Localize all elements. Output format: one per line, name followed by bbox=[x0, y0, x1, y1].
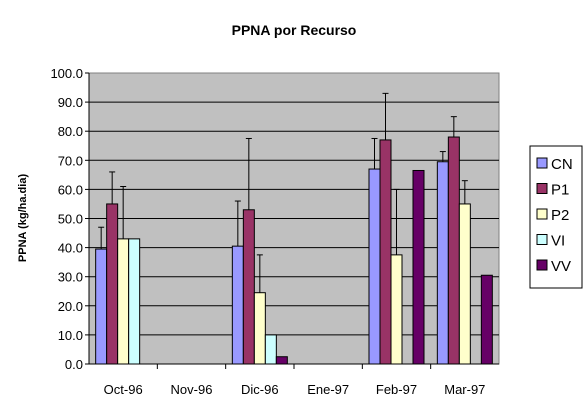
bar-vi-oct-96 bbox=[128, 238, 141, 365]
gridlines bbox=[89, 101, 499, 336]
legend: CN P1 P2 VI VV bbox=[529, 145, 583, 289]
bar-p2-oct-96 bbox=[117, 238, 130, 365]
x-tick-label: Mar-97 bbox=[444, 382, 485, 397]
y-tick-label: 80.0 bbox=[58, 124, 83, 139]
y-tick-label: 0.0 bbox=[65, 357, 83, 372]
y-tick-label: 90.0 bbox=[58, 95, 83, 110]
x-tick-label: Dic-96 bbox=[241, 382, 279, 397]
y-tick-label: 10.0 bbox=[58, 328, 83, 343]
bar-p1-mar-97 bbox=[447, 136, 460, 365]
bar-vv-mar-97 bbox=[480, 274, 493, 365]
legend-label-vv: VV bbox=[551, 258, 571, 275]
legend-swatch-cn bbox=[536, 157, 548, 169]
axes: 0.0 10.0 20.0 30.0 40.0 50.0 60.0 70.0 80.0 90.0 1… bbox=[50, 66, 499, 397]
y-tick-label: 20.0 bbox=[58, 299, 83, 314]
bar-p1-oct-96 bbox=[106, 203, 119, 365]
y-tick-label: 30.0 bbox=[58, 270, 83, 285]
chart-title: PPNA por Recurso bbox=[232, 22, 357, 38]
legend-label-cn: CN bbox=[551, 156, 573, 173]
bar-vv-feb-97 bbox=[412, 169, 425, 365]
x-tick-label: Ene-97 bbox=[307, 382, 349, 397]
bar-p1-feb-97 bbox=[379, 139, 392, 365]
legend-label-p2: P2 bbox=[551, 207, 569, 224]
y-tick-label: 100.0 bbox=[50, 66, 83, 81]
legend-label-vi: VI bbox=[551, 233, 565, 250]
bar-cn-mar-97 bbox=[436, 161, 449, 365]
bar-p2-mar-97 bbox=[458, 203, 471, 365]
legend-label-p1: P1 bbox=[551, 182, 569, 199]
legend-swatch-vi bbox=[536, 234, 548, 245]
y-axis-title: PPNA (kg/ha.dia) bbox=[17, 174, 29, 263]
x-tick-label: Oct-96 bbox=[104, 382, 143, 397]
bar-vi-dic-96 bbox=[264, 334, 277, 365]
bar-p2-dic-96 bbox=[253, 292, 266, 365]
bar-cn-oct-96 bbox=[95, 248, 108, 365]
y-tick-label: 60.0 bbox=[58, 182, 83, 197]
bar-p1-dic-96 bbox=[242, 209, 255, 365]
legend-swatch-p1 bbox=[536, 183, 548, 194]
bar-cn-feb-97 bbox=[368, 168, 381, 365]
bar-cn-dic-96 bbox=[231, 245, 244, 365]
bar-p2-feb-97 bbox=[390, 254, 403, 365]
y-tick-label: 40.0 bbox=[58, 241, 83, 256]
bar-vv-dic-96 bbox=[275, 356, 288, 365]
y-tick-label: 50.0 bbox=[58, 212, 83, 227]
x-tick-label: Nov-96 bbox=[171, 382, 213, 397]
error-bars bbox=[98, 92, 468, 293]
legend-swatch-p2 bbox=[536, 208, 548, 220]
legend-swatch-vv bbox=[536, 259, 548, 271]
x-tick-label: Feb-97 bbox=[376, 382, 417, 397]
y-tick-label: 70.0 bbox=[58, 153, 83, 168]
